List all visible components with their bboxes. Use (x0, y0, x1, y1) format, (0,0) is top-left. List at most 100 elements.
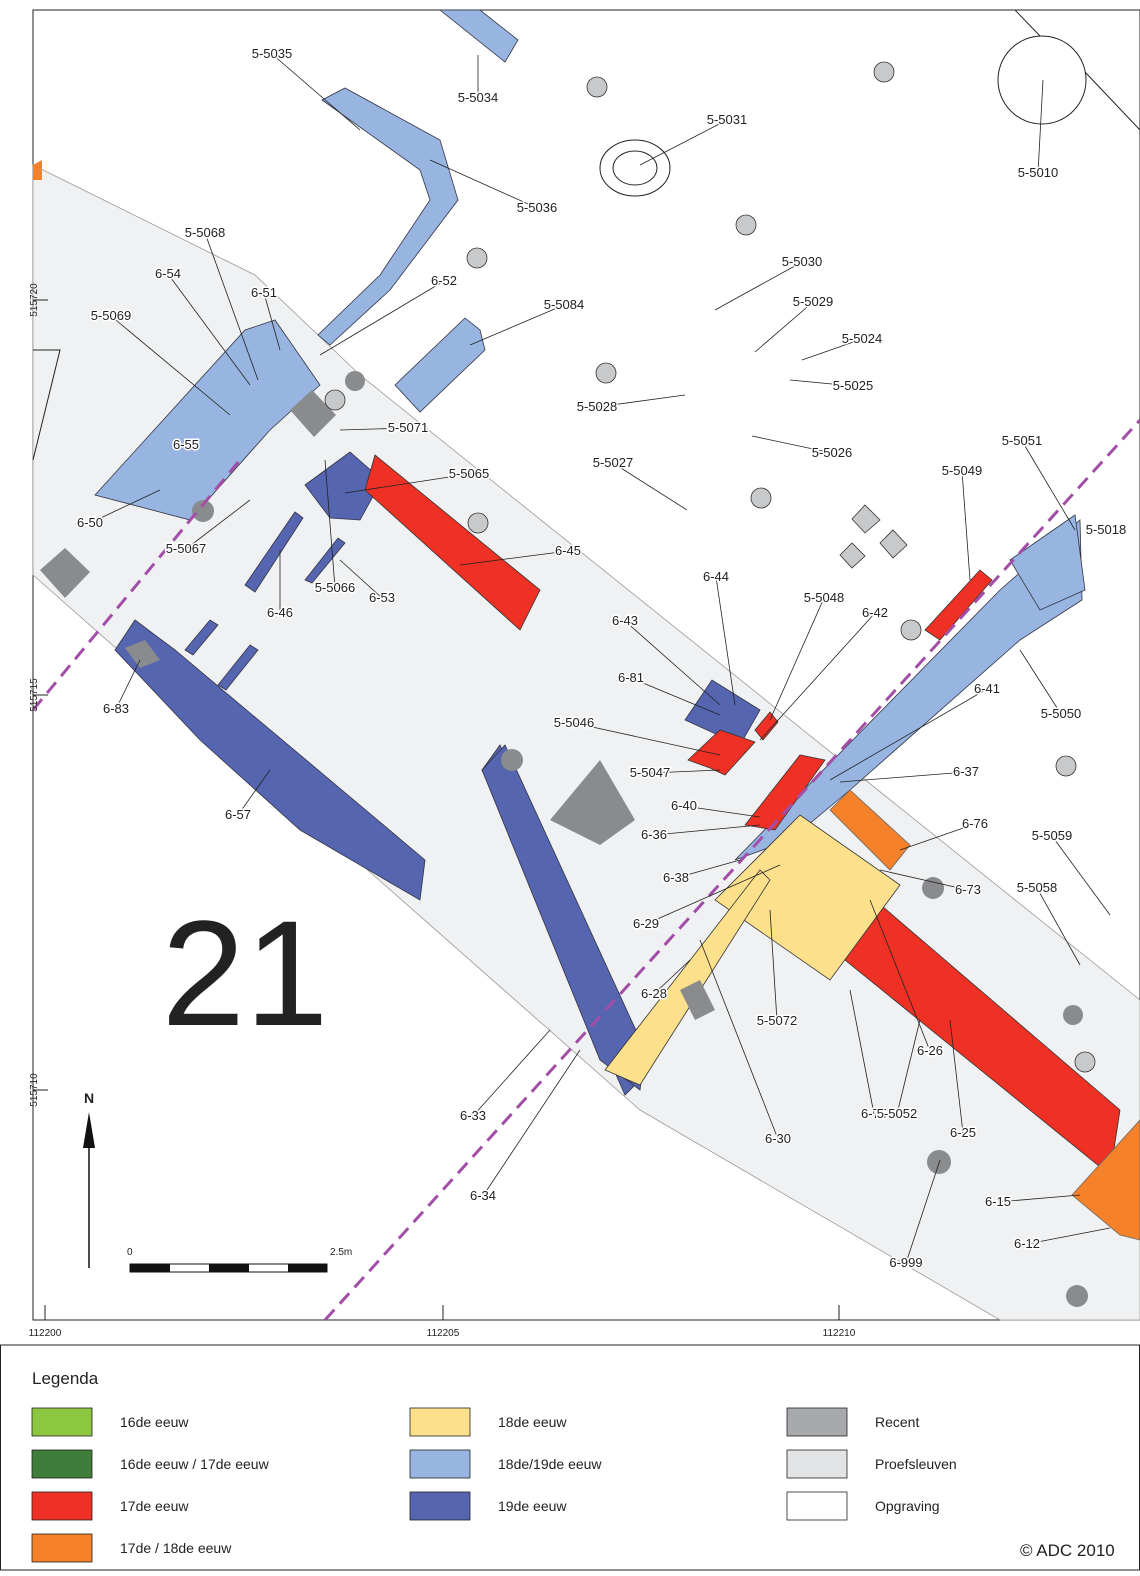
legend-label: 19de eeuw (498, 1498, 567, 1514)
x-coordinate: 112200 (29, 1328, 62, 1339)
feature (290, 390, 336, 437)
leader-line (1019, 649, 1062, 715)
feature (40, 548, 90, 598)
feature-label: 6-999 (889, 1255, 922, 1270)
legend-swatch (31, 1533, 93, 1563)
feature-label: 5-5067 (166, 541, 206, 556)
feature-label: 6-38 (663, 870, 689, 885)
leader-line (896, 1019, 921, 1115)
legend-swatch (409, 1449, 471, 1479)
legend-label: 17de / 18de eeuw (120, 1540, 232, 1556)
feature-label: 6-37 (953, 764, 979, 779)
feature-label: 5-5065 (449, 466, 489, 481)
leader-line (110, 315, 231, 416)
leader-line (469, 304, 565, 346)
leader-line (839, 771, 967, 783)
leader-line (754, 301, 814, 353)
feature-label: 6-50 (77, 515, 103, 530)
feature-label: 6-46 (267, 605, 293, 620)
leader-line (271, 53, 361, 131)
legend: Legenda 16de eeuw 16de eeuw / 17de eeuw 17… (0, 1344, 1140, 1571)
leader-line (683, 805, 761, 818)
leader-line (899, 823, 976, 851)
feature-label: 5-5048 (804, 590, 844, 605)
leader-line (653, 824, 761, 836)
feature-label: 6-41 (974, 681, 1000, 696)
feature-label: 5-5018 (1086, 522, 1126, 537)
y-coordinate: 515720 (29, 283, 40, 317)
feature-label: 6-81 (618, 670, 644, 685)
feature-label: 6-26 (917, 1043, 943, 1058)
y-coordinate: 515710 (29, 1073, 40, 1107)
feature-label: 5-5034 (458, 90, 498, 105)
legend-label: 16de eeuw (120, 1414, 189, 1430)
legend-swatch (31, 1491, 93, 1521)
feature-label: 6-28 (641, 986, 667, 1001)
feature-label: 5-5035 (252, 46, 292, 61)
leader-line (829, 688, 988, 781)
feature (364, 454, 541, 631)
x-coordinate: 112205 (427, 1328, 460, 1339)
feature (304, 537, 346, 584)
leader-line (472, 1029, 551, 1117)
feature-label: 6-36 (641, 827, 667, 842)
leader-line (344, 473, 470, 494)
leader-line (715, 576, 736, 706)
leader-line (596, 394, 686, 408)
legend-label: 18de/19de eeuw (498, 1456, 602, 1472)
legend-items: 16de eeuw 16de eeuw / 17de eeuw 17de eeuw 1… (31, 1407, 957, 1563)
coordinates: 515720 515715 515710 112200 112205 112210 (29, 283, 856, 1339)
sheet-number: 21 (162, 889, 329, 1057)
pits (324, 61, 1096, 1073)
feature-label: 6-34 (470, 1188, 496, 1203)
leader-line (1051, 835, 1111, 916)
feature-label: 6-33 (460, 1108, 486, 1123)
north-arrowhead (83, 1112, 95, 1148)
feature (604, 869, 771, 1086)
legend-title: Legenda (32, 1369, 99, 1388)
features-19 (114, 451, 761, 1096)
feature-label: 5-5025 (833, 378, 873, 393)
legend-swatch (31, 1449, 93, 1479)
leader-line (997, 1194, 1081, 1203)
feature (550, 760, 635, 845)
legend-label: Opgraving (875, 1498, 940, 1514)
leader-line (714, 261, 803, 311)
feature-label: 5-5069 (91, 308, 131, 323)
legend-label: Recent (875, 1414, 919, 1430)
feature-label: 5-5036 (517, 200, 557, 215)
leader-line (699, 939, 779, 1140)
leader-line (653, 959, 691, 995)
leader-line (89, 489, 161, 524)
feature-label: 6-83 (103, 701, 129, 716)
feature-label: 5-5010 (1018, 165, 1058, 180)
feature (33, 160, 42, 180)
feature-label: 5-5049 (942, 463, 982, 478)
feature-label: 5-5024 (842, 331, 882, 346)
leader-line (624, 620, 721, 706)
feature-label: 6-76 (962, 816, 988, 831)
scale-bar (129, 1263, 328, 1273)
leader-line (1036, 887, 1081, 966)
scale-start: 0 (127, 1247, 133, 1258)
pits-recent (192, 371, 1088, 1307)
leader-line (801, 338, 863, 361)
features-18 (604, 814, 901, 1086)
leader-line (769, 597, 825, 721)
feature (114, 619, 426, 901)
legend-swatch (409, 1407, 471, 1437)
feature (438, 9, 519, 63)
feature-label: 5-5068 (185, 225, 225, 240)
leader-line (263, 292, 281, 351)
feature (244, 511, 304, 593)
leader-line (339, 559, 383, 599)
feature-label: 5-5027 (593, 455, 633, 470)
feature (317, 87, 459, 346)
leader-line (482, 1049, 581, 1197)
feature-label: 6-45 (555, 543, 581, 558)
legend-swatch (786, 1491, 848, 1521)
feature (829, 789, 911, 871)
legend-label: 18de eeuw (498, 1414, 567, 1430)
feature (714, 814, 901, 981)
